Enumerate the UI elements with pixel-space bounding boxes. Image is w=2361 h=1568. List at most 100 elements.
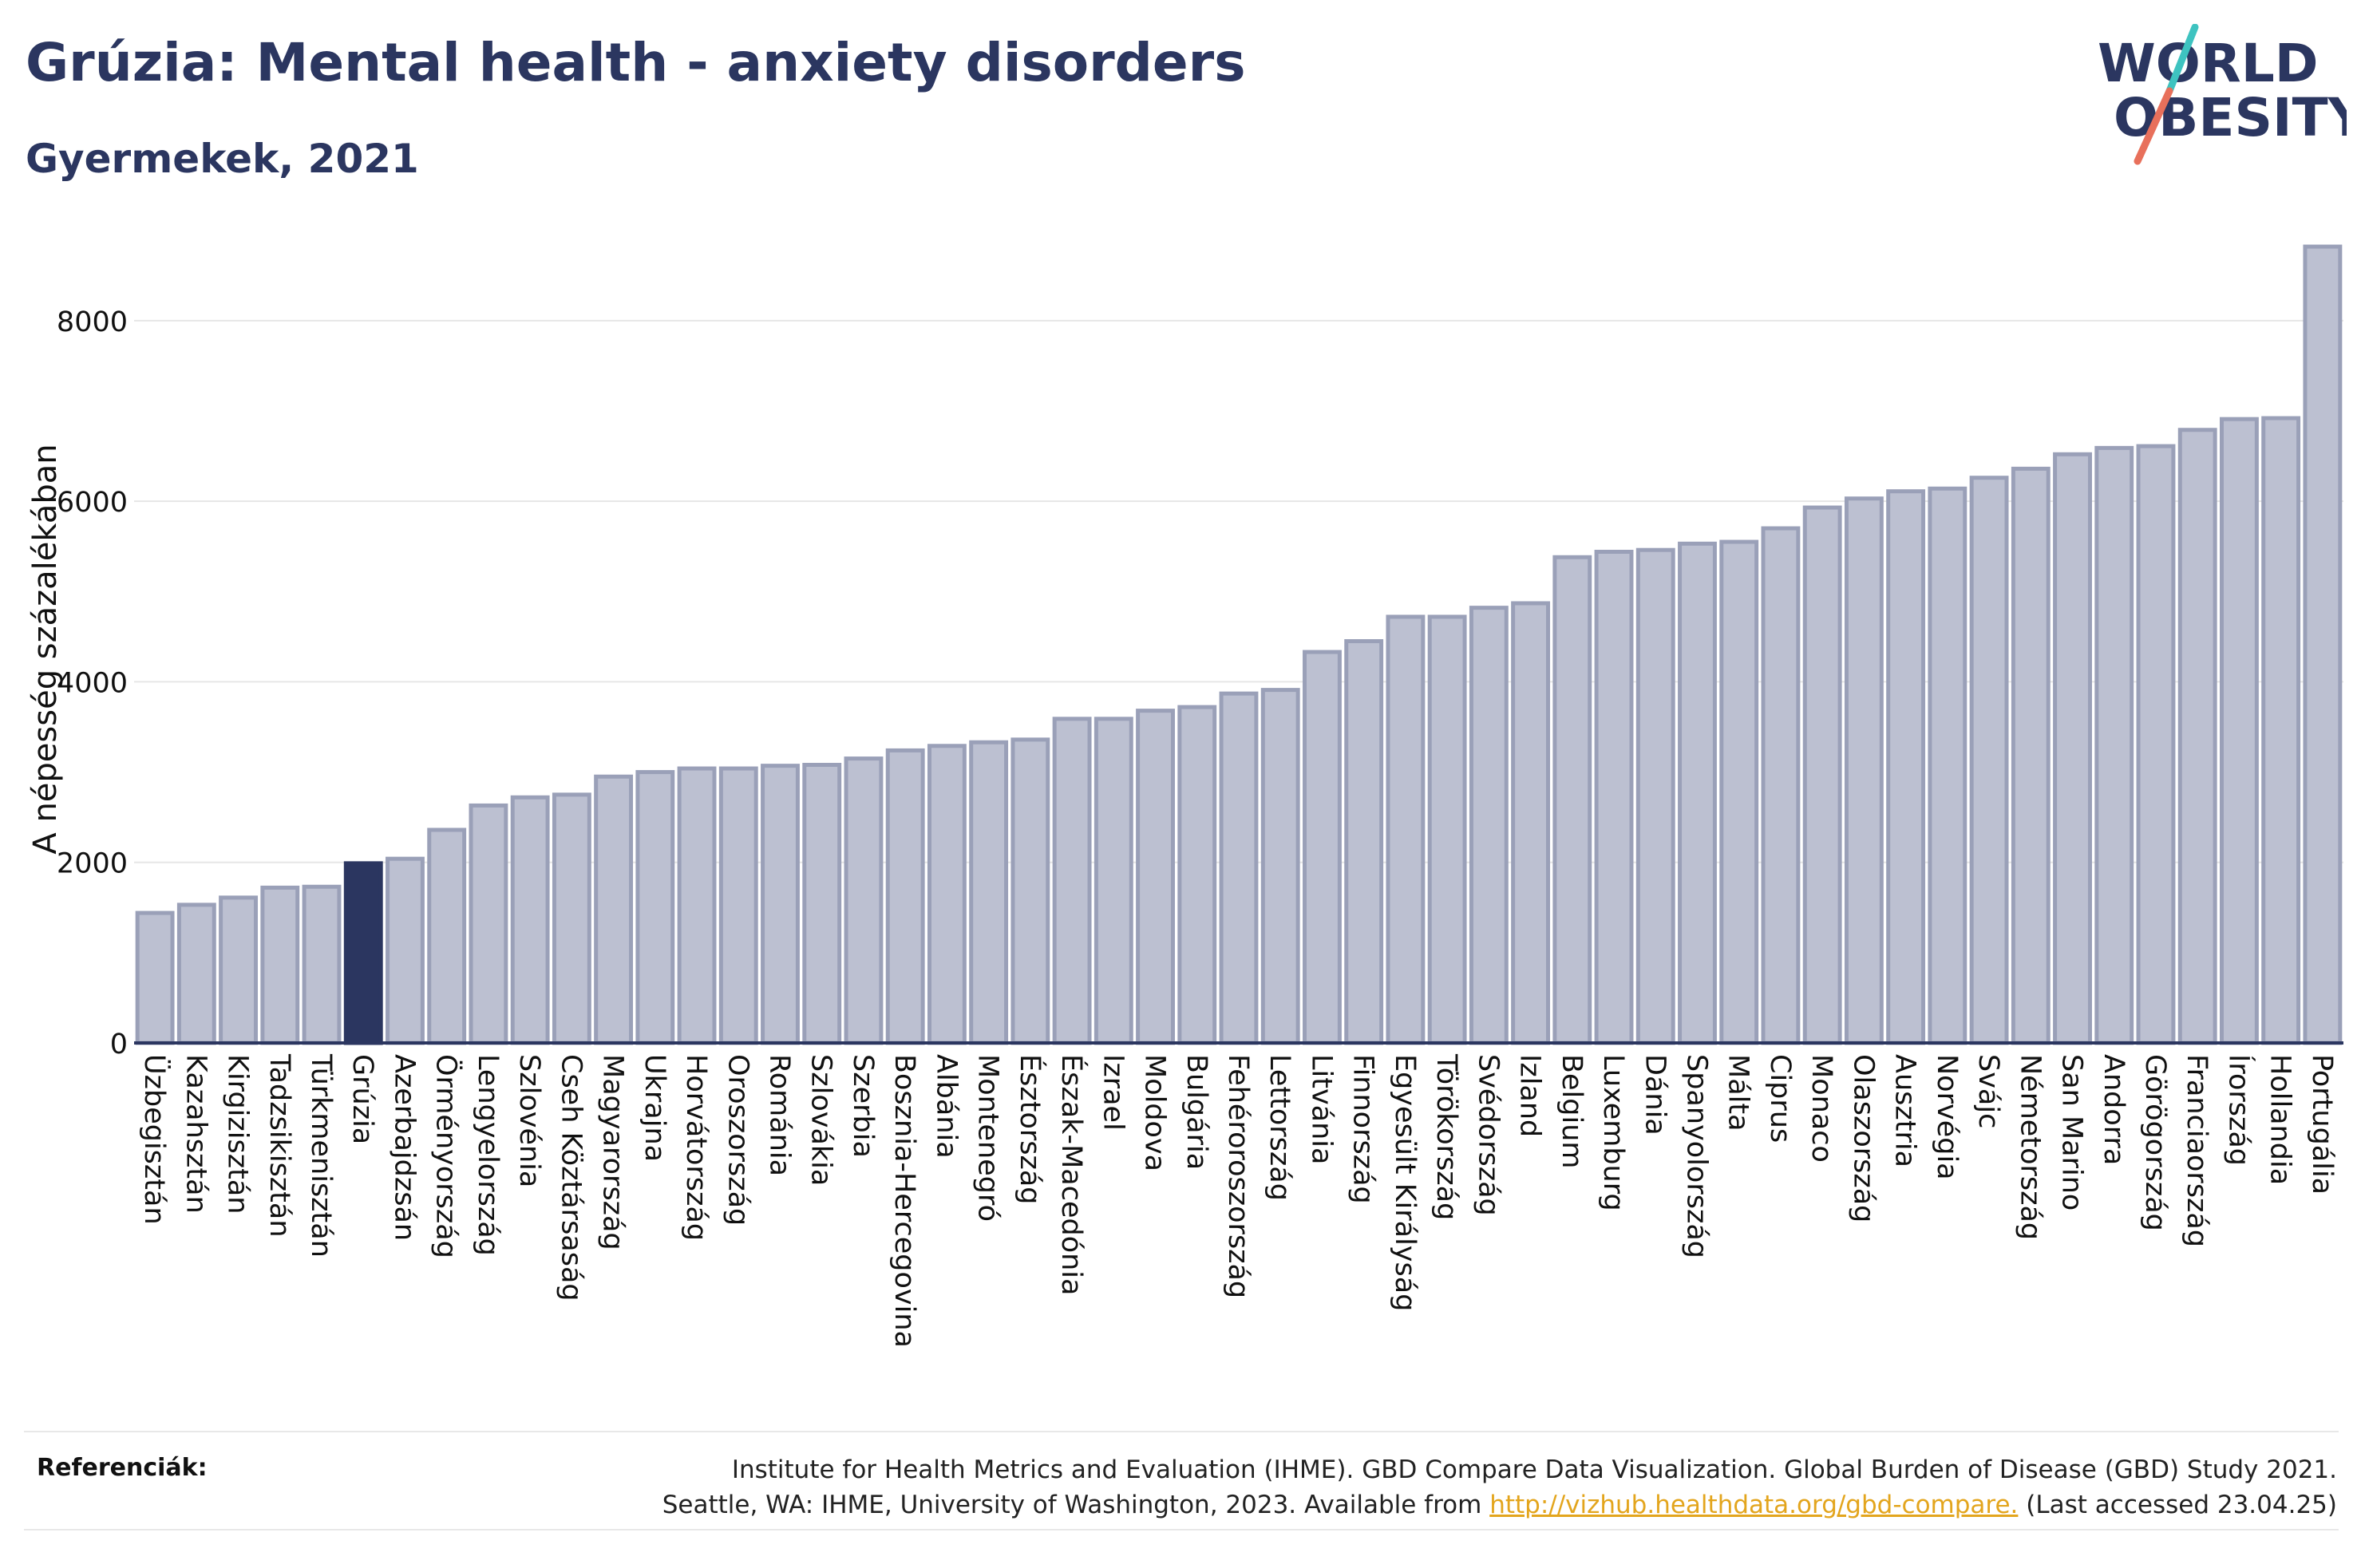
bar-38	[1719, 539, 1759, 1045]
x-tick-label-21: Észtország	[1014, 1054, 1047, 1205]
bar-1	[176, 902, 216, 1045]
references-link[interactable]: http://vizhub.healthdata.org/gbd-compare…	[1489, 1491, 2019, 1519]
bar-37	[1678, 541, 1717, 1045]
bar-22	[1052, 717, 1092, 1045]
x-tick-label-9: Szlovénia	[513, 1054, 545, 1187]
y-tick-label-0: 0	[110, 1029, 128, 1060]
x-tick-label-36: Dánia	[1639, 1054, 1671, 1136]
references-text: Institute for Health Metrics and Evaluat…	[501, 1452, 2337, 1523]
bar-35	[1594, 549, 1634, 1045]
x-tick-label-20: Montenegró	[972, 1054, 1004, 1222]
bar-23	[1093, 717, 1133, 1045]
bar-50	[2219, 417, 2259, 1045]
x-tick-label-37: Spanyolország	[1680, 1054, 1712, 1258]
bar-47	[2094, 445, 2134, 1045]
y-tick-label-4: 8000	[57, 306, 128, 338]
references-label: Referenciák:	[37, 1454, 208, 1482]
bar-11	[594, 774, 634, 1045]
bar-31	[1427, 614, 1467, 1045]
bar-48	[2136, 444, 2176, 1045]
x-tick-label-49: Franciaország	[2181, 1054, 2213, 1247]
x-tick-label-23: Izrael	[1097, 1054, 1129, 1131]
x-tick-label-18: Bosznia-Hercegovina	[888, 1054, 920, 1348]
references-line2-prefix: Seattle, WA: IHME, University of Washing…	[662, 1491, 1490, 1519]
references-line2-suffix: (Last accessed 23.04.25)	[2018, 1491, 2337, 1519]
x-tick-label-26: Fehéroroszország	[1222, 1054, 1254, 1298]
bar-52	[2303, 244, 2343, 1045]
x-tick-label-0: Üzbegisztán	[138, 1054, 172, 1225]
x-tick-label-12: Ukrajna	[639, 1054, 670, 1162]
x-tick-label-41: Olaszország	[1847, 1054, 1879, 1222]
x-tick-label-11: Magyarország	[597, 1054, 629, 1250]
x-tick-label-28: Litvánia	[1305, 1054, 1337, 1164]
x-tick-label-48: Görögország	[2139, 1054, 2171, 1231]
bar-24	[1136, 709, 1175, 1045]
footer-divider-bottom	[24, 1529, 2339, 1530]
x-tick-label-17: Szerbia	[847, 1054, 879, 1158]
bar-19	[927, 744, 967, 1045]
bar-20	[969, 740, 1009, 1045]
bar-16	[802, 763, 842, 1045]
x-tick-label-42: Ausztria	[1889, 1054, 1921, 1167]
x-tick-label-22: Észak-Macedónia	[1055, 1054, 1089, 1295]
x-tick-label-19: Albánia	[930, 1054, 962, 1159]
bar-5	[343, 861, 383, 1045]
x-tick-label-44: Svájc	[1972, 1054, 2004, 1128]
y-tick-label-3: 6000	[57, 487, 128, 519]
x-tick-label-8: Lengyelország	[472, 1054, 504, 1256]
x-tick-label-13: Horvátország	[680, 1054, 712, 1241]
bar-30	[1386, 614, 1426, 1045]
bar-chart: 0 2000 4000 6000 8000 A népesség százalékában…	[27, 244, 2343, 1348]
x-tick-label-35: Luxemburg	[1597, 1054, 1629, 1211]
bar-33	[1511, 601, 1551, 1045]
x-tick-label-33: Izland	[1514, 1054, 1546, 1137]
x-tick-label-45: Németország	[2014, 1054, 2046, 1240]
x-tick-label-47: Andorra	[2098, 1054, 2130, 1165]
bar-3	[260, 885, 300, 1045]
bar-32	[1469, 606, 1509, 1045]
logo-line2: OBESITY	[2114, 87, 2347, 148]
logo-slash-teal	[2165, 24, 2199, 95]
x-tick-label-2: Kirgizisztán	[222, 1054, 254, 1214]
x-tick-label-51: Hollandia	[2264, 1054, 2296, 1185]
bar-51	[2261, 416, 2301, 1045]
footer-divider-top	[24, 1431, 2339, 1432]
bar-0	[135, 910, 175, 1045]
y-tick-label-2: 4000	[57, 667, 128, 699]
x-tick-label-32: Svédország	[1472, 1054, 1504, 1216]
chart-subtitle: Gyermekek, 2021	[26, 136, 419, 182]
references-line1: Institute for Health Metrics and Evaluat…	[731, 1455, 2337, 1484]
x-tick-label-16: Szlovákia	[805, 1054, 837, 1186]
bar-21	[1010, 737, 1050, 1045]
x-tick-label-4: Türkmenisztán	[305, 1053, 337, 1258]
x-tick-label-43: Norvégia	[1931, 1054, 1963, 1180]
x-tick-label-31: Törökország	[1430, 1053, 1462, 1220]
bar-36	[1635, 547, 1675, 1045]
bar-14	[718, 766, 758, 1045]
x-tick-label-15: Románia	[764, 1054, 796, 1176]
bar-6	[386, 856, 425, 1045]
x-tick-label-14: Oroszország	[722, 1054, 753, 1226]
x-tick-label-34: Belgium	[1556, 1054, 1588, 1169]
bar-25	[1177, 705, 1217, 1045]
bar-4	[302, 884, 342, 1045]
x-tick-label-52: Portugália	[2306, 1054, 2338, 1195]
bar-10	[552, 792, 591, 1045]
references-line2: Seattle, WA: IHME, University of Washing…	[501, 1487, 2337, 1523]
bar-41	[1844, 496, 1884, 1045]
bar-43	[1928, 486, 1968, 1045]
world-obesity-logo: WORLD OBESITY	[2098, 24, 2347, 165]
bar-18	[885, 748, 925, 1045]
bar-28	[1303, 650, 1342, 1045]
y-axis-label: A népesség százalékában	[27, 444, 64, 854]
x-tick-label-50: Írország	[2222, 1054, 2256, 1166]
bar-49	[2177, 428, 2217, 1045]
x-tick-label-40: Monaco	[1805, 1054, 1837, 1163]
bar-13	[677, 766, 717, 1045]
y-tick-label-1: 2000	[57, 848, 128, 880]
bar-42	[1886, 489, 1926, 1045]
bar-39	[1761, 526, 1801, 1045]
bar-45	[2011, 466, 2051, 1045]
bar-9	[510, 795, 550, 1045]
x-tick-label-1: Kazahsztán	[180, 1054, 212, 1214]
